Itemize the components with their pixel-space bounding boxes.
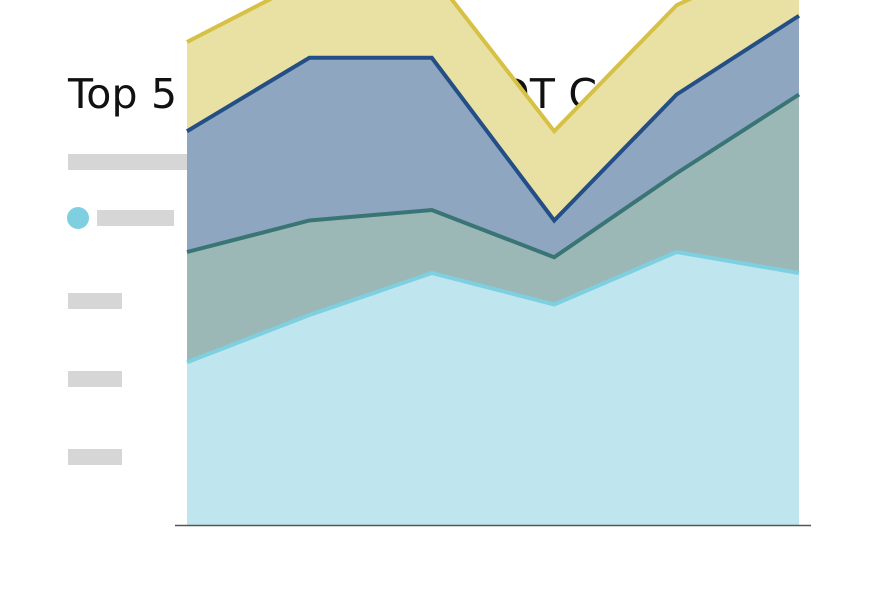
y-tick-placeholder-1 <box>68 293 122 309</box>
line-series-2 <box>186 92 801 260</box>
line-series-4 <box>186 0 693 135</box>
area-fills <box>187 0 799 525</box>
area-series-3 <box>187 15 799 258</box>
line-series-3 <box>185 14 801 224</box>
legend-dot-1 <box>67 207 89 229</box>
line-series-1 <box>186 249 800 365</box>
legend-label-placeholder-1 <box>97 210 174 226</box>
area-series-2 <box>187 94 799 363</box>
area-series-4 <box>187 0 799 221</box>
y-tick-placeholder-2 <box>68 371 122 387</box>
area-series-1 <box>187 252 799 525</box>
y-tick-placeholder-3 <box>68 449 122 465</box>
series-lines <box>185 0 801 365</box>
subtitle-placeholder <box>68 154 215 170</box>
